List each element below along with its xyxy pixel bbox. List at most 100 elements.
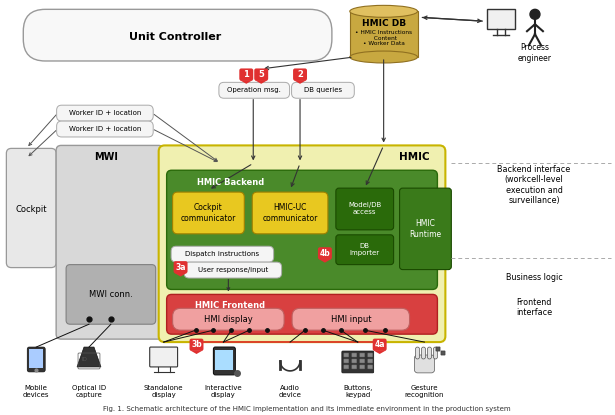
FancyBboxPatch shape — [189, 339, 204, 351]
Text: HMIC: HMIC — [399, 152, 430, 162]
Text: Business logic: Business logic — [506, 273, 562, 282]
FancyBboxPatch shape — [352, 365, 357, 369]
Text: Process
engineer: Process engineer — [518, 43, 552, 63]
FancyBboxPatch shape — [213, 347, 236, 375]
FancyBboxPatch shape — [421, 347, 426, 359]
FancyBboxPatch shape — [173, 192, 244, 234]
Bar — [215, 350, 233, 370]
FancyBboxPatch shape — [344, 365, 349, 369]
FancyBboxPatch shape — [239, 68, 253, 81]
Text: 5: 5 — [258, 70, 264, 79]
Text: DB
Importer: DB Importer — [350, 243, 380, 256]
Text: 3a: 3a — [175, 263, 186, 272]
FancyBboxPatch shape — [368, 359, 373, 363]
FancyBboxPatch shape — [219, 82, 290, 98]
Text: 2: 2 — [297, 70, 303, 79]
FancyBboxPatch shape — [57, 121, 153, 137]
Text: HMIC Frontend: HMIC Frontend — [196, 301, 266, 310]
Text: HMIC DB: HMIC DB — [362, 19, 406, 28]
Text: Interactive
display: Interactive display — [205, 385, 242, 398]
Text: MWI: MWI — [94, 152, 118, 162]
Text: 1: 1 — [244, 70, 249, 79]
FancyBboxPatch shape — [336, 235, 394, 265]
FancyBboxPatch shape — [360, 353, 365, 357]
Polygon shape — [174, 273, 187, 276]
FancyBboxPatch shape — [336, 188, 394, 230]
Bar — [442, 351, 445, 355]
Text: Fig. 1. Schematic architecture of the HMIC implementation and its immediate envi: Fig. 1. Schematic architecture of the HM… — [103, 405, 511, 412]
Text: Mobile
devices: Mobile devices — [23, 385, 49, 398]
Text: Worker ID + location: Worker ID + location — [69, 126, 141, 132]
FancyBboxPatch shape — [368, 353, 373, 357]
FancyBboxPatch shape — [292, 82, 354, 98]
Text: Audio
device: Audio device — [279, 385, 301, 398]
FancyBboxPatch shape — [27, 347, 45, 372]
Text: 3b: 3b — [191, 340, 202, 349]
Polygon shape — [293, 80, 306, 84]
FancyBboxPatch shape — [368, 365, 373, 369]
FancyBboxPatch shape — [184, 262, 282, 278]
FancyBboxPatch shape — [173, 308, 284, 330]
Text: HMI display: HMI display — [204, 315, 253, 324]
FancyBboxPatch shape — [360, 365, 365, 369]
FancyBboxPatch shape — [434, 347, 437, 359]
FancyBboxPatch shape — [344, 359, 349, 363]
Text: HMIC Backend: HMIC Backend — [197, 178, 264, 187]
FancyBboxPatch shape — [159, 145, 445, 342]
Polygon shape — [77, 347, 101, 367]
Circle shape — [530, 9, 540, 19]
Text: MWI conn.: MWI conn. — [89, 290, 133, 299]
FancyBboxPatch shape — [252, 192, 328, 234]
FancyBboxPatch shape — [427, 347, 432, 359]
Text: Unit Controller: Unit Controller — [130, 32, 222, 42]
Polygon shape — [240, 80, 253, 84]
FancyBboxPatch shape — [167, 294, 437, 334]
FancyBboxPatch shape — [400, 188, 451, 270]
Text: 4a: 4a — [375, 340, 385, 349]
FancyBboxPatch shape — [342, 351, 374, 373]
Text: Operation msg.: Operation msg. — [228, 87, 281, 93]
Text: Frontend
interface: Frontend interface — [516, 298, 552, 317]
Text: • HMIC Instructions
  Content
• Worker Data: • HMIC Instructions Content • Worker Dat… — [355, 30, 412, 46]
Polygon shape — [190, 350, 203, 354]
FancyBboxPatch shape — [293, 68, 307, 81]
Text: Optical ID
capture: Optical ID capture — [72, 385, 106, 398]
Text: HMIC
Runtime: HMIC Runtime — [410, 219, 442, 239]
Text: Worker ID + location: Worker ID + location — [69, 110, 141, 116]
Text: Buttons,
keypad: Buttons, keypad — [343, 385, 373, 398]
Text: 4b: 4b — [320, 249, 330, 258]
Text: HMIC-UC
communicator: HMIC-UC communicator — [263, 203, 318, 223]
FancyBboxPatch shape — [254, 68, 268, 81]
Text: Model/DB
access: Model/DB access — [348, 203, 381, 215]
FancyBboxPatch shape — [416, 347, 419, 359]
FancyBboxPatch shape — [352, 353, 357, 357]
Text: Cockpit: Cockpit — [15, 205, 47, 215]
Bar — [437, 347, 440, 351]
FancyBboxPatch shape — [6, 149, 56, 268]
Text: Cockpit
communicator: Cockpit communicator — [181, 203, 236, 223]
Text: Gesture
recognition: Gesture recognition — [405, 385, 444, 398]
FancyBboxPatch shape — [360, 359, 365, 363]
Text: DB queries: DB queries — [304, 87, 342, 93]
Bar — [30, 349, 43, 368]
FancyBboxPatch shape — [57, 105, 153, 121]
Text: ID: ID — [81, 357, 87, 362]
Bar — [437, 347, 440, 351]
Bar — [487, 9, 515, 29]
FancyBboxPatch shape — [373, 339, 387, 351]
Text: Dispatch instructions: Dispatch instructions — [185, 251, 260, 257]
Text: User response/input: User response/input — [197, 267, 268, 273]
FancyBboxPatch shape — [173, 261, 188, 273]
FancyBboxPatch shape — [167, 170, 437, 289]
Ellipse shape — [350, 51, 418, 63]
FancyBboxPatch shape — [344, 353, 349, 357]
Polygon shape — [319, 259, 331, 263]
Polygon shape — [373, 350, 386, 354]
FancyBboxPatch shape — [66, 265, 156, 324]
Text: Standalone
display: Standalone display — [144, 385, 183, 398]
FancyBboxPatch shape — [149, 347, 178, 367]
Bar — [442, 351, 445, 355]
FancyBboxPatch shape — [56, 145, 164, 339]
FancyBboxPatch shape — [292, 308, 410, 330]
FancyBboxPatch shape — [352, 359, 357, 363]
